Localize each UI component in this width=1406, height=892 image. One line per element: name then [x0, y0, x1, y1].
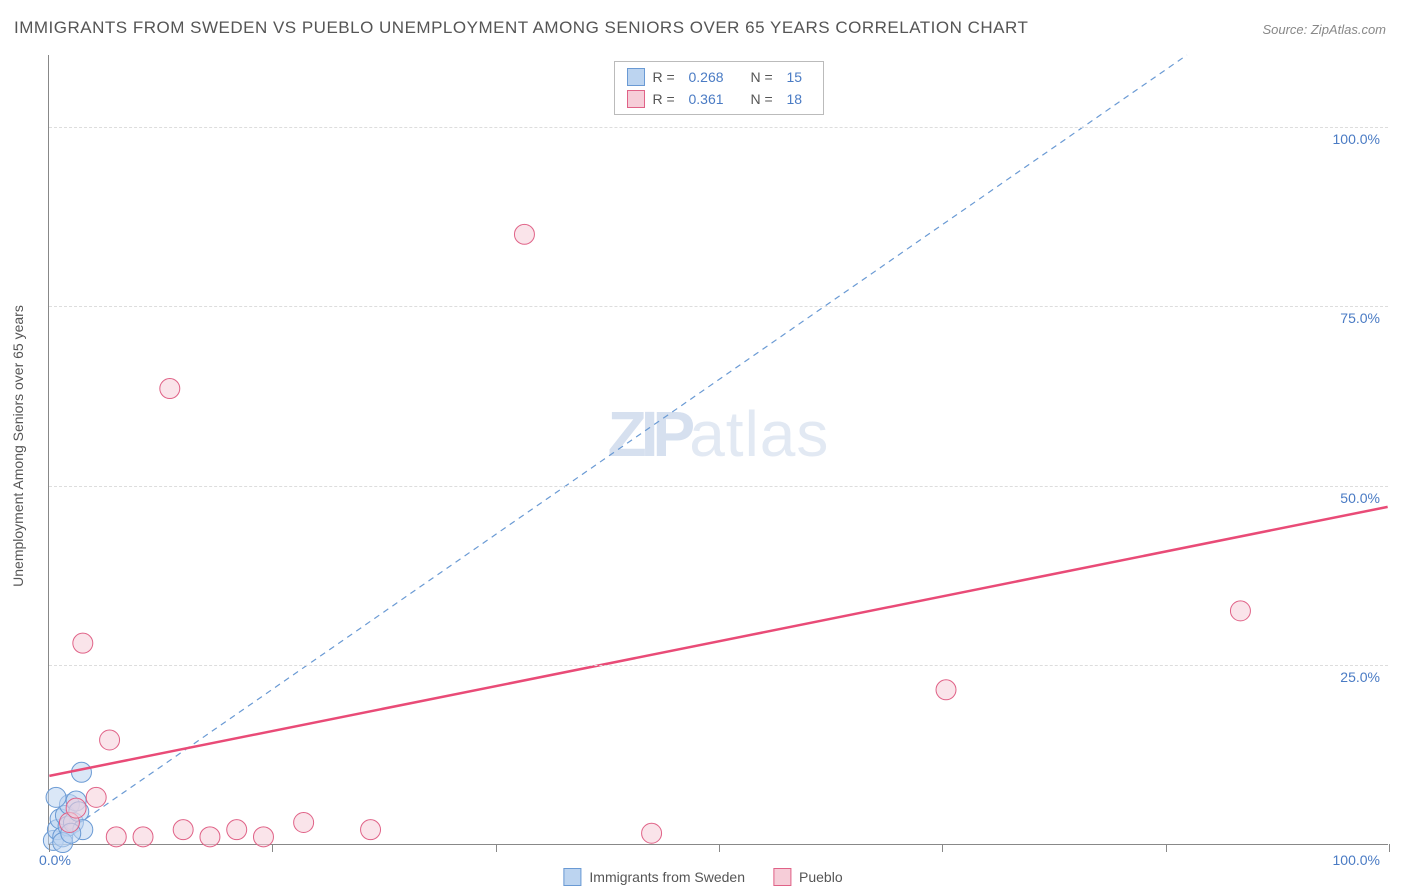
gridline-h	[49, 127, 1388, 128]
x-tick	[49, 844, 50, 852]
trend-line	[49, 55, 1187, 844]
legend-item-1: Pueblo	[773, 868, 843, 886]
stats-legend-box: R = 0.268 N = 15 R = 0.361 N = 18	[614, 61, 824, 115]
legend-label-1: Pueblo	[799, 869, 843, 885]
data-point	[361, 820, 381, 840]
y-tick-label: 50.0%	[1340, 490, 1380, 506]
r-label-1: R =	[653, 91, 681, 107]
data-point	[253, 827, 273, 847]
x-label-max: 100.0%	[1333, 852, 1380, 868]
r-label-0: R =	[653, 69, 681, 85]
y-tick-label: 25.0%	[1340, 669, 1380, 685]
y-tick-label: 100.0%	[1333, 131, 1380, 147]
n-value-0: 15	[787, 69, 811, 85]
gridline-h	[49, 665, 1388, 666]
data-point	[227, 820, 247, 840]
data-point	[1230, 601, 1250, 621]
x-tick	[1389, 844, 1390, 852]
data-point	[73, 633, 93, 653]
x-tick	[1166, 844, 1167, 852]
data-point	[133, 827, 153, 847]
data-point	[66, 798, 86, 818]
x-tick	[719, 844, 720, 852]
x-label-min: 0.0%	[39, 852, 71, 868]
plot-area: ZIPatlas R = 0.268 N = 15 R = 0.361 N = …	[48, 55, 1388, 845]
swatch-series-1	[627, 90, 645, 108]
data-point	[514, 224, 534, 244]
chart-svg	[49, 55, 1388, 844]
gridline-h	[49, 486, 1388, 487]
y-axis-title: Unemployment Among Seniors over 65 years	[10, 305, 26, 587]
data-point	[71, 762, 91, 782]
data-point	[100, 730, 120, 750]
y-tick-label: 75.0%	[1340, 310, 1380, 326]
x-tick	[496, 844, 497, 852]
chart-title: IMMIGRANTS FROM SWEDEN VS PUEBLO UNEMPLO…	[14, 18, 1028, 38]
data-point	[294, 812, 314, 832]
gridline-h	[49, 306, 1388, 307]
x-tick	[272, 844, 273, 852]
n-value-1: 18	[787, 91, 811, 107]
data-point	[160, 379, 180, 399]
legend-item-0: Immigrants from Sweden	[563, 868, 745, 886]
data-point	[642, 823, 662, 843]
data-point	[46, 787, 66, 807]
data-point	[200, 827, 220, 847]
swatch-series-0	[627, 68, 645, 86]
n-label-0: N =	[751, 69, 779, 85]
trend-line	[49, 507, 1387, 776]
r-value-0: 0.268	[689, 69, 743, 85]
bottom-legend: Immigrants from Sweden Pueblo	[563, 868, 842, 886]
source-label: Source: ZipAtlas.com	[1262, 22, 1386, 37]
x-tick	[942, 844, 943, 852]
data-point	[173, 820, 193, 840]
r-value-1: 0.361	[689, 91, 743, 107]
data-point	[86, 787, 106, 807]
n-label-1: N =	[751, 91, 779, 107]
legend-label-0: Immigrants from Sweden	[589, 869, 745, 885]
data-point	[936, 680, 956, 700]
legend-swatch-1	[773, 868, 791, 886]
legend-swatch-0	[563, 868, 581, 886]
stats-row-series-1: R = 0.361 N = 18	[627, 88, 811, 110]
stats-row-series-0: R = 0.268 N = 15	[627, 66, 811, 88]
data-point	[106, 827, 126, 847]
